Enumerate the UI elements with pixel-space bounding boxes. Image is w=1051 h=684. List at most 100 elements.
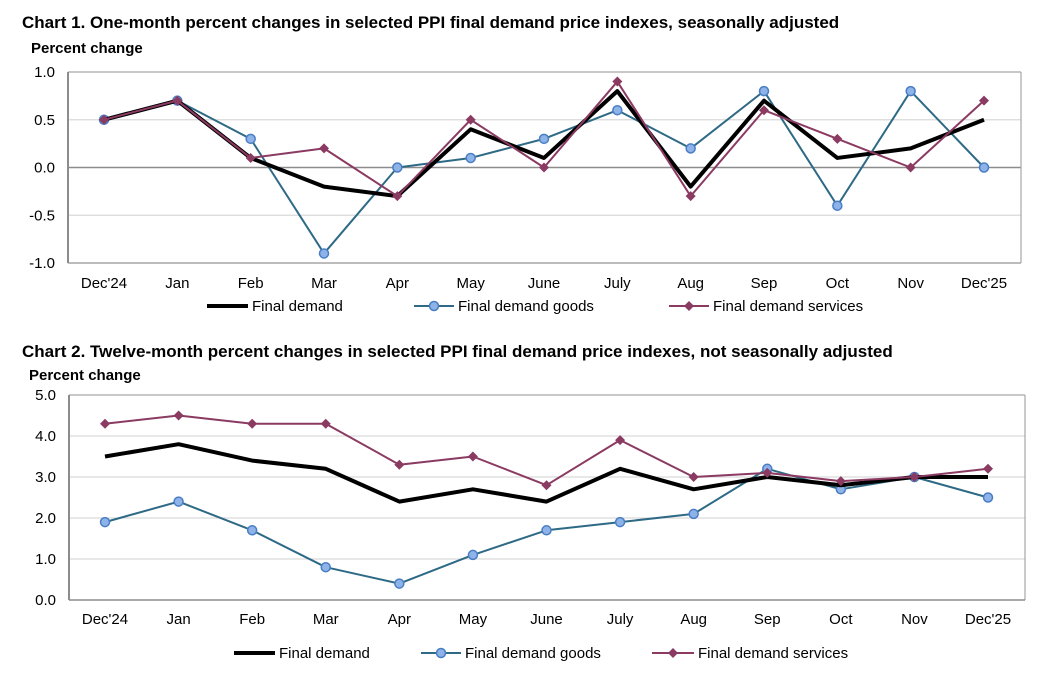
data-point-services	[905, 162, 916, 173]
data-point-services	[465, 114, 476, 125]
legend-label: Final demand goods	[465, 645, 601, 662]
series-goods	[98, 85, 990, 259]
y-tick-label: 0.5	[34, 112, 55, 129]
data-point-services	[394, 459, 405, 470]
chart-2: 5.0 4.0 3.0 2.0 1.0 0.0 Dec'24 Jan Feb Mar Apr May J…	[35, 387, 1026, 662]
series-final-demand	[104, 442, 988, 504]
data-point-services	[612, 76, 623, 87]
legend-item-services: Final demand services	[652, 645, 848, 662]
x-tick-label: Mar	[313, 611, 339, 628]
legend-item-final-demand: Final demand	[234, 645, 370, 662]
y-tick-label: 1.0	[34, 64, 55, 81]
y-tick-label: 1.0	[35, 551, 56, 568]
data-point-goods	[320, 561, 331, 573]
chart-1-y-axis-label: Percent change	[31, 40, 143, 57]
y-tick-label: 3.0	[35, 469, 56, 486]
data-point-goods	[614, 516, 626, 528]
data-point-services	[320, 418, 331, 429]
x-tick-label: Aug	[680, 611, 707, 628]
series-line-services	[104, 414, 989, 487]
data-point-goods	[982, 492, 994, 503]
data-point-goods	[465, 152, 476, 164]
data-point-services	[541, 480, 552, 491]
legend-label: Final demand services	[713, 298, 863, 315]
x-tick-label: Apr	[386, 275, 409, 292]
data-point-services	[319, 143, 329, 154]
x-tick-label: July	[604, 275, 631, 292]
data-point-services	[688, 472, 699, 482]
data-point-services	[685, 191, 696, 202]
data-point-services	[99, 114, 109, 125]
data-point-goods	[541, 525, 552, 536]
x-tick-label: Dec'24	[81, 275, 127, 292]
data-point-services	[983, 463, 993, 474]
data-point-goods	[978, 162, 990, 173]
series-services	[99, 76, 989, 202]
data-point-goods	[612, 104, 623, 116]
x-tick-label: July	[607, 611, 634, 628]
series-line-final-demand	[104, 442, 988, 504]
data-point-services	[759, 105, 769, 116]
data-point-services	[172, 95, 183, 106]
data-point-goods	[246, 525, 258, 536]
y-tick-label: 4.0	[35, 428, 56, 445]
y-tick-label: 0.0	[34, 160, 55, 177]
data-point-services	[835, 476, 846, 487]
y-tick-label: 2.0	[35, 510, 56, 527]
y-tick-label: 0.0	[35, 592, 56, 609]
data-point-goods	[99, 516, 111, 528]
y-tick-label: -1.0	[29, 255, 55, 272]
data-point-goods	[318, 248, 330, 259]
data-point-services	[173, 410, 184, 421]
y-tick-label: -0.5	[29, 207, 55, 224]
legend-item-final-demand: Final demand	[207, 298, 343, 315]
data-point-goods	[394, 578, 405, 589]
x-tick-label: June	[528, 275, 561, 292]
legend-marker	[668, 648, 678, 658]
data-point-goods	[905, 85, 916, 97]
x-tick-label: Dec'25	[965, 611, 1011, 628]
legend-item-goods: Final demand goods	[414, 298, 594, 315]
x-tick-label: Nov	[901, 611, 928, 628]
data-point-goods	[538, 133, 550, 145]
data-point-goods	[245, 133, 256, 145]
chart-1: 1.0 0.5 0.0 -0.5 -1.0 Dec'24 Jan Feb Mar Apr May Ju…	[29, 64, 1022, 315]
x-tick-label: Mar	[311, 275, 337, 292]
x-tick-label: Sep	[754, 611, 781, 628]
legend-label: Final demand	[279, 645, 370, 662]
x-tick-label: Jan	[166, 611, 190, 628]
x-tick-label: May	[456, 275, 485, 292]
data-point-services	[392, 191, 403, 202]
x-tick-label: Sep	[751, 275, 778, 292]
data-point-services	[615, 435, 626, 446]
x-tick-label: Dec'25	[961, 275, 1007, 292]
chart-2-title: Chart 2. Twelve-month percent changes in…	[22, 342, 893, 361]
x-tick-label: Feb	[238, 275, 264, 292]
legend-item-goods: Final demand goods	[421, 645, 601, 662]
data-point-services	[539, 162, 549, 173]
data-point-services	[909, 472, 920, 482]
legend-marker	[684, 301, 694, 311]
data-point-services	[245, 152, 256, 163]
legend-marker	[435, 647, 447, 659]
data-point-goods	[688, 508, 699, 520]
x-tick-label: June	[530, 611, 563, 628]
data-point-services	[467, 451, 478, 462]
data-point-services	[100, 418, 110, 429]
legend-label: Final demand services	[698, 645, 848, 662]
data-point-goods	[758, 85, 770, 97]
x-tick-label: Oct	[826, 275, 850, 292]
data-point-goods	[173, 496, 184, 507]
x-tick-label: Apr	[388, 611, 411, 628]
legend-marker	[428, 300, 440, 312]
chart-2-y-axis-label: Percent change	[29, 367, 141, 384]
x-tick-label: Nov	[897, 275, 924, 292]
x-tick-label: Aug	[677, 275, 704, 292]
legend-label: Final demand	[252, 298, 343, 315]
y-tick-label: 5.0	[35, 387, 56, 404]
data-point-goods	[392, 162, 403, 173]
x-tick-label: May	[459, 611, 488, 628]
data-point-services	[832, 133, 843, 144]
data-point-services	[762, 467, 773, 478]
